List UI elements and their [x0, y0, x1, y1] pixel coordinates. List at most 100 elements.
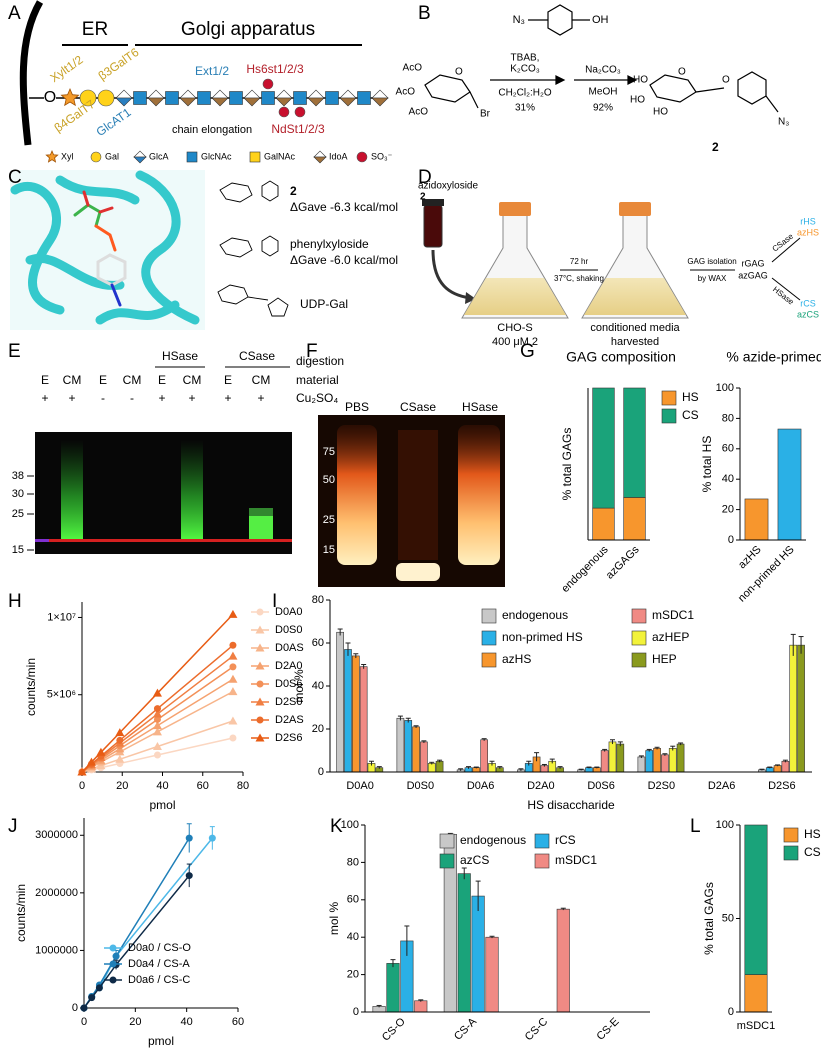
x-tick-label: endogenous [559, 543, 611, 595]
point [77, 767, 87, 776]
legend-label: Xyl [61, 151, 74, 161]
compartment-label: ER [82, 19, 108, 40]
bar [414, 1000, 428, 1013]
arrowhead [465, 292, 476, 304]
panel-d-art [422, 199, 801, 319]
label: CSase [771, 231, 796, 253]
x-tick-label: 40 [156, 780, 168, 792]
reagent-label: 31% [515, 103, 535, 114]
legend-marker [255, 643, 265, 652]
y-axis-label: % total GAGs [702, 882, 716, 955]
point [115, 728, 125, 737]
y-tick-label: 60 [312, 637, 324, 649]
legend-label: D0a0 / CS-O [128, 942, 191, 954]
legend-marker [109, 976, 117, 984]
bond [695, 87, 725, 93]
compartment-label: Golgi apparatus [181, 19, 315, 40]
reagent-label: CH₂Cl₂:H₂O [498, 88, 552, 99]
legend-label: GalNAc [264, 151, 296, 161]
bar [471, 895, 485, 1013]
point [116, 736, 124, 744]
legend-label: D2S0 [275, 696, 303, 708]
ligand [94, 224, 117, 252]
smear [337, 425, 377, 565]
enzyme-label: NdSt1/2/3 [271, 122, 325, 136]
bar-segment [623, 497, 646, 541]
idoa-symbol [179, 89, 197, 99]
legend-label: D2AS [275, 714, 304, 726]
bar [386, 963, 400, 1013]
bar [616, 743, 625, 773]
label: CSase [400, 400, 436, 414]
y-tick-label: 50 [722, 912, 734, 924]
glcnac-symbol [186, 151, 198, 163]
y-tick-label: 80 [312, 594, 324, 606]
point [228, 716, 238, 725]
label: AcO [409, 107, 429, 118]
idoa-symbol [307, 89, 325, 99]
bar [668, 748, 677, 773]
helix [135, 170, 200, 325]
legend-label: rCS [555, 833, 576, 847]
panel-b-art [424, 4, 779, 113]
chart-title: GAG composition [566, 349, 676, 365]
glcnac-symbol [325, 91, 339, 105]
point [228, 651, 238, 660]
legend-marker [109, 944, 117, 952]
x-tick-label: D0A6 [467, 780, 495, 792]
legend-label: endogenous [460, 833, 526, 847]
bar [412, 726, 420, 773]
mini-structure [219, 182, 253, 203]
idoa-symbol [313, 150, 327, 158]
y-tick-label: 40 [722, 473, 734, 485]
point [152, 742, 162, 750]
bar [420, 741, 428, 773]
bar-segment [623, 387, 646, 498]
idoa-symbol [147, 89, 165, 99]
label: HO [653, 107, 668, 118]
medium [464, 278, 566, 315]
legend-label: CS [804, 845, 821, 859]
point [88, 994, 96, 1002]
point [185, 834, 193, 842]
panel-label: A [8, 3, 21, 24]
label: harvested [611, 336, 659, 348]
idoa-symbol [243, 97, 261, 107]
label: 38 [12, 470, 24, 482]
label: + [257, 391, 264, 405]
label: O [722, 75, 730, 86]
legend-label: IdoA [329, 151, 348, 161]
legend-swatch [481, 652, 497, 668]
x-tick-label: D2S0 [648, 780, 676, 792]
y-tick-label: 60 [722, 443, 734, 455]
band [249, 508, 273, 516]
label: HO [633, 75, 648, 86]
panel-label: F [306, 341, 318, 362]
sugar-ring [649, 74, 697, 103]
label: CM [252, 373, 271, 387]
legend-label: mSDC1 [652, 608, 694, 622]
legend-swatch [631, 608, 647, 624]
y-tick-label: 1×10⁷ [47, 611, 76, 623]
label: 37°C, shaking [554, 274, 604, 283]
reagent-label: 92% [593, 103, 613, 114]
panel-label: B [418, 3, 431, 24]
x-axis-label: pmol [149, 798, 175, 812]
label: CHO-S [497, 322, 532, 334]
label: CM [123, 373, 142, 387]
bar [472, 767, 481, 773]
smear [458, 425, 500, 565]
arrowhead [555, 75, 566, 85]
mini-structure [219, 237, 253, 258]
legend-swatch [534, 853, 550, 869]
bar [744, 498, 769, 541]
bar [427, 763, 436, 773]
legend-swatch [631, 630, 647, 646]
bar [435, 760, 444, 773]
sulfate-symbol [356, 151, 368, 163]
label: azidoxyloside [418, 181, 478, 192]
y-tick-label: 20 [312, 723, 324, 735]
glcnac-symbol [197, 91, 211, 105]
label: Br [480, 109, 491, 120]
sulfate-symbol [262, 78, 274, 90]
